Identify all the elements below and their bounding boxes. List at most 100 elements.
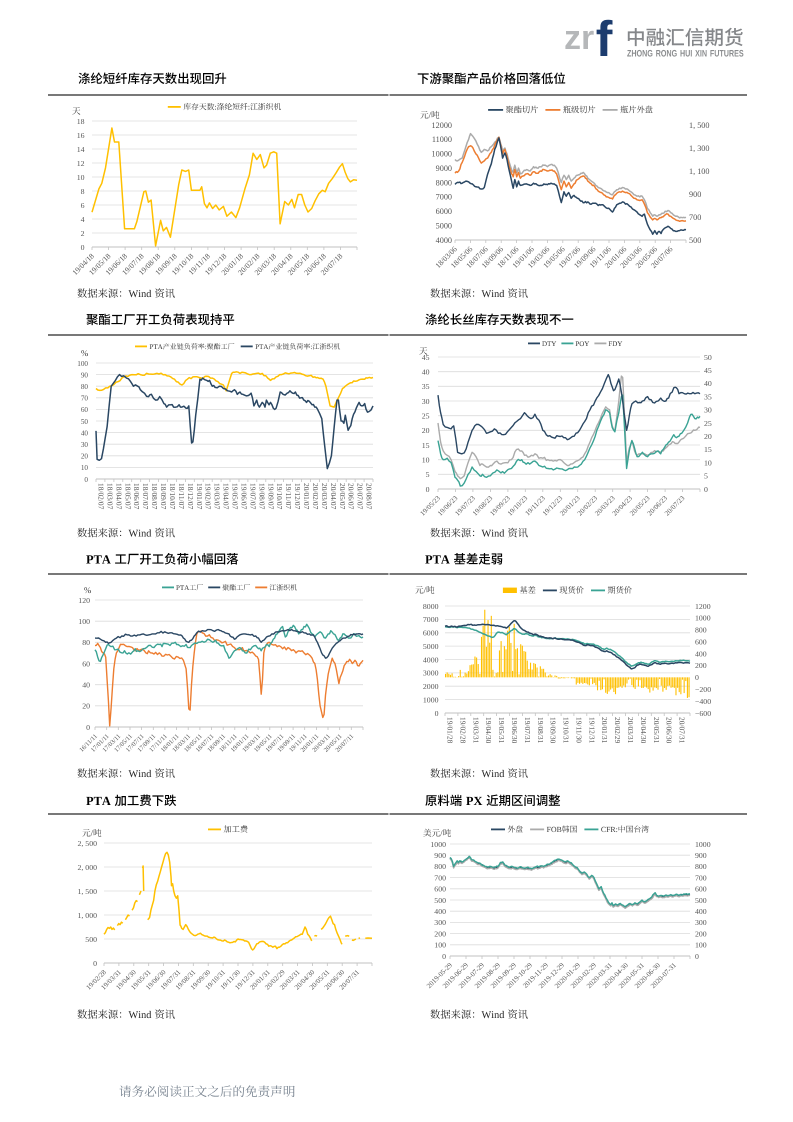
svg-text:5: 5 [704,472,708,481]
svg-text:19/06/30: 19/06/30 [510,717,519,744]
svg-text:19/07/07: 19/07/07 [248,483,257,510]
svg-text:800: 800 [434,862,446,871]
svg-text:18/07/07: 18/07/07 [141,483,150,510]
svg-text:80: 80 [81,383,89,391]
svg-text:19/01/07: 19/01/07 [195,483,204,510]
svg-text:45: 45 [704,366,712,375]
svg-text:20/04/30: 20/04/30 [639,717,648,744]
svg-text:60: 60 [81,406,89,414]
svg-text:18/10/07: 18/10/07 [168,483,177,510]
svg-text:20: 20 [82,702,90,711]
svg-text:10: 10 [422,456,430,465]
svg-text:18/03/07: 18/03/07 [105,483,114,510]
svg-text:400: 400 [434,907,446,916]
svg-text:15: 15 [422,441,430,450]
svg-text:7000: 7000 [423,615,439,624]
svg-text:20/03/31: 20/03/31 [626,717,635,744]
svg-text:1000: 1000 [695,840,711,849]
svg-text:50: 50 [704,353,712,362]
svg-text:19/03/31: 19/03/31 [471,717,480,744]
svg-text:14: 14 [77,145,85,154]
svg-text:20/02/07: 20/02/07 [311,483,320,510]
svg-text:6000: 6000 [423,629,439,638]
svg-text:100: 100 [78,617,90,626]
svg-text:20/05/31: 20/05/31 [652,717,661,744]
svg-text:2, 000: 2, 000 [78,863,98,872]
svg-text:100: 100 [434,941,446,950]
svg-text:90: 90 [81,371,89,379]
svg-text:500: 500 [434,896,446,905]
svg-text:20: 20 [704,432,712,441]
svg-text:19/07/31: 19/07/31 [523,717,532,744]
svg-text:40: 40 [82,681,90,690]
svg-text:600: 600 [434,885,446,894]
svg-text:30: 30 [422,397,430,406]
svg-text:10: 10 [81,464,89,472]
svg-text:2, 500: 2, 500 [78,839,98,848]
svg-text:200: 200 [695,929,707,938]
svg-text:700: 700 [689,213,701,222]
svg-text:6000: 6000 [436,207,452,216]
svg-text:0: 0 [435,709,439,718]
svg-text:900: 900 [689,190,701,199]
svg-text:19/11/07: 19/11/07 [284,483,293,509]
svg-text:18/11/07: 18/11/07 [177,483,186,509]
svg-text:50: 50 [81,418,89,426]
svg-text:19/02/28: 19/02/28 [458,717,467,744]
svg-text:1, 000: 1, 000 [78,911,98,920]
svg-text:20/04/07: 20/04/07 [329,483,338,510]
svg-text:3000: 3000 [423,669,439,678]
svg-text:4000: 4000 [436,236,452,245]
svg-text:18: 18 [77,117,85,126]
svg-text:19/12/07: 19/12/07 [293,483,302,510]
svg-text:45: 45 [422,353,430,362]
svg-text:0: 0 [426,485,430,494]
svg-text:300: 300 [695,918,707,927]
svg-text:18/04/07: 18/04/07 [114,483,123,510]
svg-text:40: 40 [422,368,430,377]
svg-text:0: 0 [695,952,699,961]
svg-text:19/12/31: 19/12/31 [587,717,596,744]
svg-text:19/05/31: 19/05/31 [497,717,506,744]
svg-text:11000: 11000 [432,135,452,144]
svg-text:20: 20 [422,426,430,435]
svg-text:0: 0 [704,485,708,494]
svg-text:12: 12 [77,159,85,168]
svg-text:19/06/07: 19/06/07 [240,483,249,510]
svg-text:19/05/07: 19/05/07 [231,483,240,510]
svg-text:20/01/31: 20/01/31 [600,717,609,744]
svg-text:0: 0 [81,243,85,252]
svg-text:−200: −200 [695,685,711,694]
svg-text:30: 30 [704,406,712,415]
svg-text:8000: 8000 [423,602,439,611]
svg-text:20/07/31: 20/07/31 [678,717,687,744]
svg-text:16: 16 [77,131,85,140]
svg-text:−400: −400 [695,697,711,706]
svg-text:1, 500: 1, 500 [689,121,709,130]
svg-text:1, 100: 1, 100 [689,167,709,176]
svg-text:500: 500 [689,236,701,245]
svg-text:19/01/28: 19/01/28 [446,717,455,744]
svg-text:200: 200 [434,929,446,938]
svg-text:700: 700 [695,873,707,882]
svg-text:200: 200 [695,661,707,670]
svg-text:5000: 5000 [436,221,452,230]
svg-text:−600: −600 [695,709,711,718]
svg-text:20/02/29: 20/02/29 [613,717,622,744]
svg-text:1000: 1000 [430,840,446,849]
svg-text:18/09/07: 18/09/07 [159,483,168,510]
svg-text:20: 20 [81,453,89,461]
svg-text:20/05/07: 20/05/07 [338,483,347,510]
svg-text:60: 60 [82,659,90,668]
svg-text:18/05/07: 18/05/07 [123,483,132,510]
svg-text:40: 40 [704,379,712,388]
svg-text:8: 8 [81,187,85,196]
svg-text:20/06/30: 20/06/30 [665,717,674,744]
svg-text:600: 600 [695,638,707,647]
svg-text:1, 500: 1, 500 [78,887,98,896]
svg-text:19/04/30: 19/04/30 [484,717,493,744]
svg-text:7000: 7000 [436,193,452,202]
svg-text:5: 5 [426,470,430,479]
svg-text:35: 35 [704,392,712,401]
svg-text:19/09/30: 19/09/30 [549,717,558,744]
